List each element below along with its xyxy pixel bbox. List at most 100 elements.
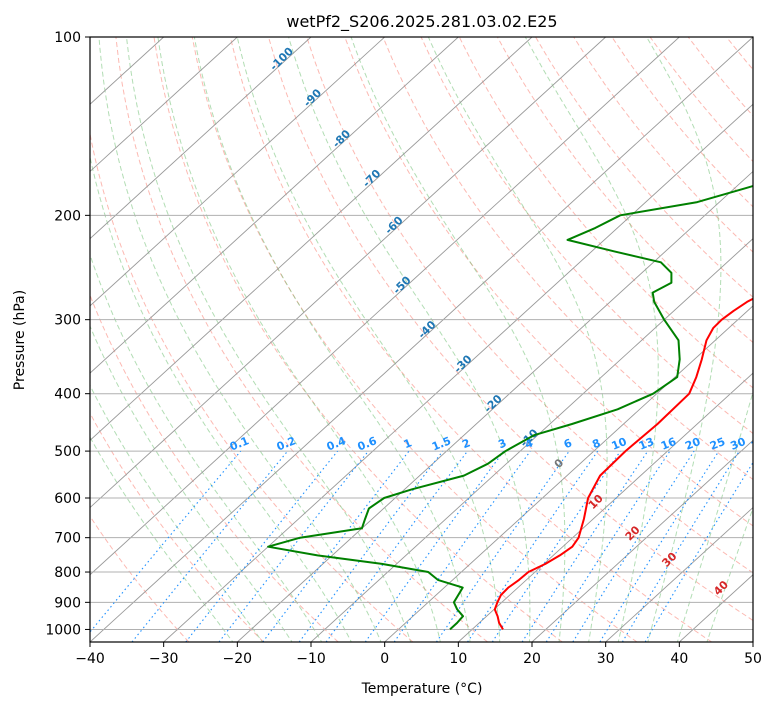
dry-adiabat [382,37,753,481]
dry-adiabat [306,37,753,574]
dry-adiabat [90,412,264,642]
y-axis: 100 200 300 400 500 600 700 800 900 1000 [45,30,90,638]
dry-adiabat [420,37,753,435]
isotherm-label: -20 [482,392,505,415]
mixing-ratio-label: 16 [659,435,678,453]
mixing-ratio-label: 36 [749,435,768,453]
x-tick-label: −30 [149,651,179,667]
mixing-ratio-label: 25 [708,435,727,453]
mixing-ratio-line [185,450,339,642]
y-axis-label: Pressure (hPa) [12,290,28,390]
x-tick-label: −40 [75,651,105,667]
mixing-ratio-line [262,450,410,642]
moist-adiabat [236,37,501,642]
isotherm-labels: -100-90-80-70-60-50-40-30-20-100.1 0.2 0.4… [228,44,768,598]
dry-adiabat [90,131,414,642]
mixing-ratio-line [644,461,753,642]
isotherm [237,170,753,642]
dry-adiabat [611,37,753,208]
y-tick-label: 400 [54,387,81,403]
mixing-ratio-line [491,450,621,642]
chart-title: wetPf2_S206.2025.281.03.02.E25 [286,12,557,32]
isotherm [90,37,533,441]
isotherm-label: -80 [330,127,353,150]
dry-adiabat [268,37,753,622]
y-tick-label: 200 [54,208,81,224]
isotherm [90,37,312,240]
x-axis-label: Temperature (°C) [361,681,483,697]
moist-adiabat [706,506,753,642]
isotherm-label: -60 [382,214,405,237]
isotherm [310,238,753,642]
isotherm [90,37,606,509]
mixing-ratio-line [364,450,505,642]
y-tick-label: 300 [54,313,81,329]
mixing-ratio-line [467,450,599,642]
theta-e-label: 40 [711,578,731,598]
isotherm [90,37,753,642]
x-tick-label: −20 [223,651,253,667]
mixing-ratio-line [572,450,695,642]
isotherm-label: -40 [415,318,438,341]
mixing-ratio-line [621,450,740,642]
mixing-ratio-line [393,450,531,642]
dry-adiabat [573,37,753,253]
dry-adiabat [535,37,753,298]
plot-frame [89,36,754,643]
x-tick-label: 50 [744,651,762,667]
dry-adiabat [344,37,753,527]
isotherm [90,37,459,374]
x-tick-label: 20 [523,651,541,667]
dry-adiabat [153,37,563,642]
mixing-ratio-label: 6 [562,436,574,451]
dry-adiabat [726,37,753,71]
mixing-ratio-label: 30 [728,435,747,453]
series-lines [267,184,753,631]
isotherm [531,439,753,642]
dry-adiabat [191,37,638,642]
dry-adiabat [765,37,775,642]
y-tick-label: 100 [54,30,81,46]
background-lines [90,37,775,642]
dry-adiabat [687,37,753,117]
mixing-ratio-line [599,450,720,642]
moist-adiabat [350,37,566,642]
temperature-profile [493,297,753,630]
mixing-ratio-line [521,450,649,642]
y-tick-label: 900 [54,595,81,611]
mixing-ratio-label: 2 [460,436,472,451]
mixing-ratio-line [298,450,444,642]
dry-adiabat [115,37,488,642]
isotherm [605,506,753,642]
dry-adiabat [496,37,753,344]
mixing-ratio-line [545,450,671,642]
isotherm [384,305,753,642]
x-tick-label: 40 [670,651,688,667]
moist-adiabat [157,37,441,642]
isotherm-label: -90 [301,86,324,109]
dry-adiabat [229,37,712,642]
isotherm [458,372,753,642]
mixing-ratio-line [218,450,369,642]
mixing-ratio-label: 3 [496,436,508,451]
mixing-ratio-label: 8 [590,436,602,451]
isotherm [90,37,680,576]
mixing-ratio-label: 1 [402,436,414,451]
isotherm [163,103,753,642]
moist-adiabat [676,390,753,642]
moist-adiabat [90,384,264,642]
y-tick-label: 1000 [45,622,81,638]
mixing-ratio-label: 13 [637,435,656,453]
x-tick-label: 10 [449,651,467,667]
x-tick-label: 0 [380,651,389,667]
mixing-ratio-line [435,450,570,642]
moist-adiabat [98,37,382,642]
dry-adiabat [90,515,190,642]
y-tick-label: 500 [54,444,81,460]
isotherm [90,37,385,307]
x-tick-label: 30 [597,651,615,667]
moist-adiabat [126,37,412,642]
x-tick-label: −10 [296,651,326,667]
mixing-ratio-line [131,450,289,642]
